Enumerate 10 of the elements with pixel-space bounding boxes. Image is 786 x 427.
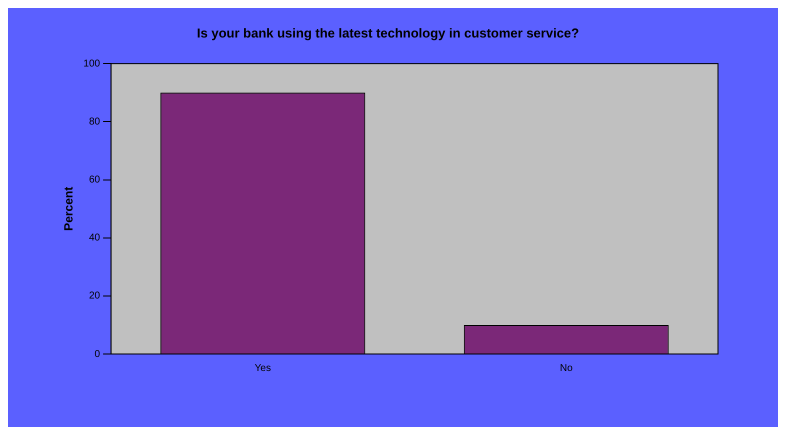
x-tick-label: Yes — [254, 362, 271, 374]
y-tick-label: 60 — [88, 174, 101, 186]
y-tick-label: 80 — [88, 116, 101, 128]
y-axis-title: Percent — [62, 186, 76, 231]
y-tick-label: 0 — [94, 348, 101, 360]
y-tick-label: 100 — [83, 58, 101, 70]
chart-title: Is your bank using the latest technology in customer service? — [196, 25, 580, 40]
y-tick-label: 40 — [88, 232, 101, 244]
y-tick-label: 20 — [88, 290, 101, 302]
x-tick-label: No — [560, 362, 574, 374]
